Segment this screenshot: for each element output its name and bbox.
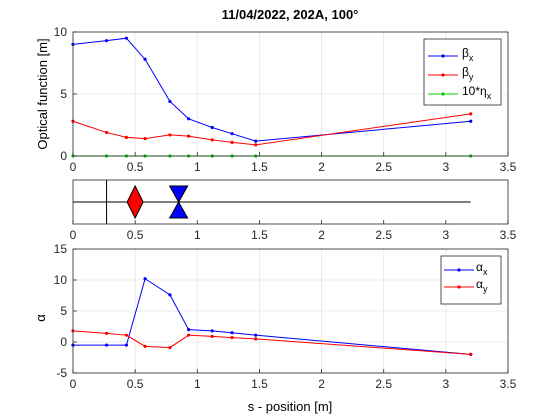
x-tick-label: 3.5 [500, 160, 517, 174]
y-tick-label: -5 [56, 366, 67, 380]
x-tick-label: 0.5 [127, 228, 144, 242]
figure-title: 11/04/2022, 202A, 100° [222, 7, 359, 22]
data-point-alpha-x [254, 333, 258, 337]
data-point-beta-x [230, 132, 234, 136]
data-point-beta-y [104, 130, 109, 135]
x-tick-label: 2.5 [375, 160, 392, 174]
defocusing-quadrupole [168, 185, 189, 219]
data-point-beta-y [469, 112, 473, 116]
x-tick-label: 1 [194, 160, 201, 174]
legend-marker [441, 73, 445, 77]
data-point-beta-x [210, 125, 214, 130]
x-tick-label: 0.5 [127, 160, 144, 174]
data-point-alpha-x [124, 343, 129, 347]
data-point-alpha-y [124, 333, 129, 337]
data-point-alpha-x [186, 328, 191, 332]
data-point-alpha-y [230, 336, 234, 340]
data-point-alpha-y [168, 345, 172, 350]
x-tick-label: 0 [70, 228, 77, 242]
legend-label-alpha-y: αy [476, 277, 488, 294]
x-tick-label: 2.5 [375, 377, 392, 391]
legend-marker [457, 285, 461, 289]
lattice-layout: 0 0.5 1 1.5 2 2.5 3 3.5 [70, 179, 517, 242]
data-point-alpha-x [210, 329, 214, 333]
lattice-elements [73, 180, 471, 224]
legend-marker [457, 268, 461, 272]
data-point-beta-x [168, 99, 172, 104]
data-point-alpha-y [254, 337, 258, 341]
legend-marker [441, 54, 445, 58]
lattice-ticks: 0 0.5 1 1.5 2 2.5 3 3.5 [70, 220, 517, 242]
data-point-beta-x [254, 139, 258, 143]
data-point-alpha-y [469, 352, 473, 356]
beta-plot-legend: βx βy 10*ηx [423, 38, 502, 106]
data-point-beta-x [124, 36, 129, 40]
y-tick-label: 10 [54, 25, 68, 39]
x-tick-label: 3.5 [500, 377, 517, 391]
series-line-beta-x [72, 37, 471, 142]
series-line-alpha-y [72, 330, 471, 355]
x-tick-label: 1 [194, 228, 201, 242]
x-tick-label: 3 [443, 160, 450, 174]
data-point-beta-x [104, 39, 109, 43]
data-point-beta-y [254, 143, 258, 147]
x-tick-label: 3.5 [500, 228, 517, 242]
x-tick-label: 1 [194, 377, 201, 391]
x-tick-label: 3 [443, 228, 450, 242]
data-point-beta-y [210, 138, 214, 142]
focusing-quadrupole [126, 184, 144, 220]
y-tick-label: 0 [60, 149, 67, 163]
data-point-beta-y [124, 135, 129, 139]
data-point-alpha-x [168, 293, 172, 297]
x-tick-label: 3 [443, 377, 450, 391]
x-tick-label: 1.5 [251, 228, 268, 242]
data-point-beta-y [168, 133, 172, 137]
x-tick-label: 0 [70, 377, 77, 391]
y-tick-label: 5 [60, 87, 67, 101]
alpha-plot-ylabel: α [33, 314, 48, 322]
series-line-alpha-x [73, 277, 471, 355]
x-tick-label: 1.5 [251, 160, 268, 174]
legend-label-beta-y: βy [462, 65, 474, 82]
data-point-beta-x [143, 57, 147, 61]
data-point-alpha-x [104, 343, 109, 347]
legend-marker [441, 92, 445, 96]
data-point-alpha-y [143, 344, 147, 348]
y-tick-label: 0 [60, 335, 67, 349]
x-tick-label: 2.5 [375, 228, 392, 242]
alpha-plot-xlabel: s - position [m] [248, 399, 333, 414]
data-point-alpha-x [230, 331, 234, 335]
x-tick-label: 2 [318, 377, 325, 391]
x-tick-label: 0 [70, 160, 77, 174]
data-point-beta-y [186, 134, 191, 138]
y-tick-label: 15 [54, 242, 68, 256]
beta-plot-ticks: 0 0.5 1 1.5 2 2.5 3 3.5 0 5 10 [54, 25, 517, 174]
legend-label-beta-x: βx [462, 46, 474, 63]
alpha-plot-series [71, 277, 473, 356]
data-point-beta-x [186, 117, 191, 121]
x-tick-label: 1.5 [251, 377, 268, 391]
data-point-beta-y [230, 140, 234, 144]
beta-eta-plot: 0 0.5 1 1.5 2 2.5 3 3.5 0 5 10 Optical function [m… [35, 25, 517, 174]
series-line-beta-y [72, 113, 471, 146]
data-point-beta-y [143, 137, 147, 141]
data-point-alpha-y [210, 334, 214, 339]
x-tick-label: 2 [318, 160, 325, 174]
legend-label-eta: 10*ηx [462, 84, 492, 101]
beta-plot-ylabel: Optical function [m] [35, 38, 50, 149]
x-tick-label: 0.5 [127, 377, 144, 391]
data-point-alpha-y [186, 333, 191, 337]
x-tick-label: 2 [318, 228, 325, 242]
alpha-legend-box [440, 255, 502, 305]
data-point-alpha-x [143, 277, 147, 281]
data-point-beta-x [469, 119, 473, 123]
y-tick-label: 5 [60, 304, 67, 318]
y-tick-label: 10 [54, 273, 68, 287]
data-point-alpha-y [104, 331, 109, 335]
legend-label-alpha-x: αx [476, 260, 488, 277]
